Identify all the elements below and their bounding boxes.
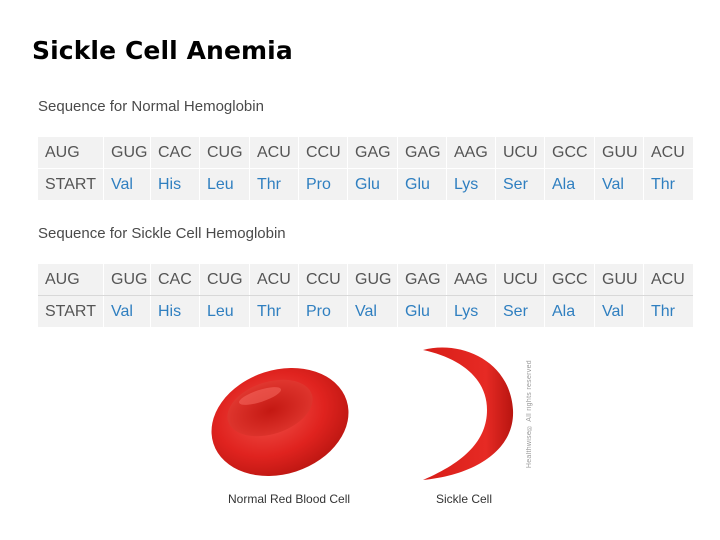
copyright-text: Healthwise® All rights reserved [526, 360, 533, 469]
codon-cell: GAG [347, 137, 398, 169]
amino-cell: Ser [495, 168, 545, 200]
codon-cell: UCU [495, 137, 545, 169]
codon-cell: AUG [38, 264, 104, 296]
amino-cell: Val [103, 168, 151, 200]
amino-cell: Glu [347, 168, 398, 200]
sickle-cell-caption: Sickle Cell [436, 492, 493, 506]
normal-cell-caption: Normal Red Blood Cell [228, 492, 351, 506]
amino-cell: Pro [298, 295, 348, 327]
codon-cell: ACU [249, 137, 299, 169]
codon-cell: GCC [544, 264, 595, 296]
amino-cell: Thr [643, 295, 693, 327]
normal-red-blood-cell-image [211, 368, 349, 476]
sickle-codon-row: AUG GUG CAC CUG ACU CCU GUG GAG AAG UCU … [38, 264, 693, 296]
amino-cell: Glu [397, 295, 447, 327]
codon-cell: AAG [446, 137, 496, 169]
slide-title: Sickle Cell Anemia [32, 36, 293, 65]
codon-cell: AAG [446, 264, 496, 296]
codon-cell: ACU [651, 143, 685, 161]
codon-cell: ACU [249, 264, 299, 296]
codon-cell: UCU [495, 264, 545, 296]
amino-cell: Val [594, 295, 644, 327]
codon-cell: CUG [199, 137, 250, 169]
amino-cell: Leu [199, 168, 250, 200]
amino-cell: Thr [249, 168, 299, 200]
amino-cell: Ser [495, 295, 545, 327]
codon-cell: ACU [643, 264, 693, 296]
amino-cell: START [38, 168, 104, 200]
normal-hemoglobin-table: AUG GUG CAC CUG ACU CCU GAG GAG AAG UCU … [38, 137, 693, 200]
amino-cell: Leu [199, 295, 250, 327]
codon-cell: CAC [150, 137, 200, 169]
amino-cell: Val [347, 295, 398, 327]
amino-cell: Lys [446, 295, 496, 327]
codon-cell: CCU [298, 137, 348, 169]
codon-cell: CAC [150, 264, 200, 296]
amino-cell: Lys [446, 168, 496, 200]
normal-sequence-heading: Sequence for Normal Hemoglobin [38, 98, 264, 115]
codon-cell: CCU [298, 264, 348, 296]
codon-cell: GUU [594, 264, 644, 296]
sickle-cell-image [423, 347, 514, 480]
amino-cell: His [150, 168, 200, 200]
amino-cell: Ala [544, 168, 595, 200]
sickle-sequence-heading: Sequence for Sickle Cell Hemoglobin [38, 225, 286, 242]
codon-cell: GUG [103, 264, 151, 296]
codon-cell: GAG [397, 137, 447, 169]
amino-cell: His [150, 295, 200, 327]
amino-cell: Pro [298, 168, 348, 200]
codon-cell: GUG [347, 264, 398, 296]
amino-cell: Ala [544, 295, 595, 327]
amino-cell: Thr [249, 295, 299, 327]
amino-cell: Val [594, 168, 644, 200]
sickle-hemoglobin-table: AUG GUG CAC CUG ACU CCU GUG GAG AAG UCU … [38, 264, 693, 327]
normal-amino-row: START Val His Leu Thr Pro Glu Glu Lys Se… [38, 168, 693, 200]
amino-cell: Thr [643, 168, 693, 200]
codon-cell: GUU [594, 137, 644, 169]
amino-cell: START [38, 295, 104, 327]
normal-codon-row: AUG GUG CAC CUG ACU CCU GAG GAG AAG UCU … [38, 137, 693, 169]
codon-cell: CUG [199, 264, 250, 296]
codon-cell: GAG [397, 264, 447, 296]
sickle-amino-row: START Val His Leu Thr Pro Val Glu Lys Se… [38, 295, 693, 327]
amino-cell: Val [103, 295, 151, 327]
codon-cell: GUG [103, 137, 151, 169]
amino-cell: Glu [397, 168, 447, 200]
codon-cell: AUG [38, 137, 104, 169]
codon-cell: GCC [544, 137, 595, 169]
